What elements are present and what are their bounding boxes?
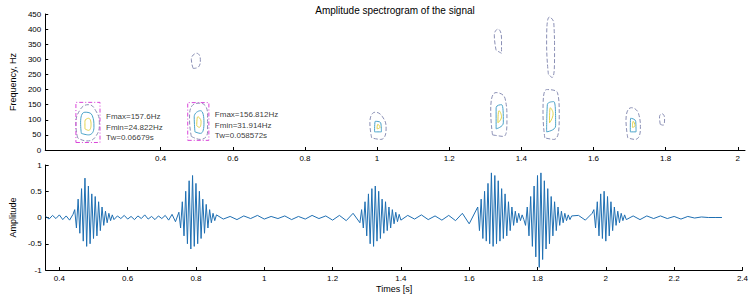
svg-text:2: 2 xyxy=(604,274,609,283)
svg-text:1.6: 1.6 xyxy=(464,274,476,283)
svg-text:0.6: 0.6 xyxy=(227,154,239,163)
svg-text:1.4: 1.4 xyxy=(516,154,528,163)
svg-text:150: 150 xyxy=(28,100,42,109)
svg-text:1.8: 1.8 xyxy=(532,274,544,283)
svg-text:Fmax=157.6Hz: Fmax=157.6Hz xyxy=(106,112,160,121)
svg-text:300: 300 xyxy=(28,55,42,64)
svg-text:250: 250 xyxy=(28,70,42,79)
svg-text:Tw=0.058572s: Tw=0.058572s xyxy=(215,131,267,140)
svg-text:0: 0 xyxy=(37,213,42,222)
svg-text:0.8: 0.8 xyxy=(190,274,202,283)
svg-text:1.2: 1.2 xyxy=(444,154,456,163)
svg-text:100: 100 xyxy=(28,115,42,124)
svg-text:50: 50 xyxy=(32,130,41,139)
svg-text:1.6: 1.6 xyxy=(588,154,600,163)
svg-text:-0.5: -0.5 xyxy=(28,239,42,248)
svg-text:0: 0 xyxy=(37,146,42,155)
svg-text:1: 1 xyxy=(375,154,380,163)
svg-text:Fmin=31.914Hz: Fmin=31.914Hz xyxy=(215,121,272,130)
svg-text:200: 200 xyxy=(28,85,42,94)
svg-text:2.4: 2.4 xyxy=(737,274,749,283)
svg-text:Amplitude: Amplitude xyxy=(8,197,18,237)
svg-text:Tw=0.06679s: Tw=0.06679s xyxy=(106,133,154,142)
svg-text:450: 450 xyxy=(28,10,42,19)
svg-text:2: 2 xyxy=(736,154,741,163)
svg-text:0.6: 0.6 xyxy=(122,274,134,283)
svg-text:1.4: 1.4 xyxy=(395,274,407,283)
svg-text:Fmin=24.822Hz: Fmin=24.822Hz xyxy=(106,123,163,132)
svg-text:Frequency, Hz: Frequency, Hz xyxy=(8,53,18,111)
svg-text:350: 350 xyxy=(28,40,42,49)
svg-text:1.8: 1.8 xyxy=(660,154,672,163)
svg-text:-1: -1 xyxy=(35,266,43,275)
svg-text:0.4: 0.4 xyxy=(54,274,66,283)
svg-text:Amplitude spectrogram of the s: Amplitude spectrogram of the signal xyxy=(315,5,475,16)
svg-text:0.8: 0.8 xyxy=(299,154,311,163)
svg-text:Fmax=156.812Hz: Fmax=156.812Hz xyxy=(215,110,278,119)
svg-text:1: 1 xyxy=(262,274,267,283)
svg-text:Times [s]: Times [s] xyxy=(376,284,412,294)
svg-text:400: 400 xyxy=(28,25,42,34)
svg-text:1.2: 1.2 xyxy=(327,274,339,283)
svg-text:0.4: 0.4 xyxy=(155,154,167,163)
svg-text:2.2: 2.2 xyxy=(669,274,681,283)
svg-text:0.5: 0.5 xyxy=(31,187,43,196)
svg-text:1: 1 xyxy=(37,161,42,170)
